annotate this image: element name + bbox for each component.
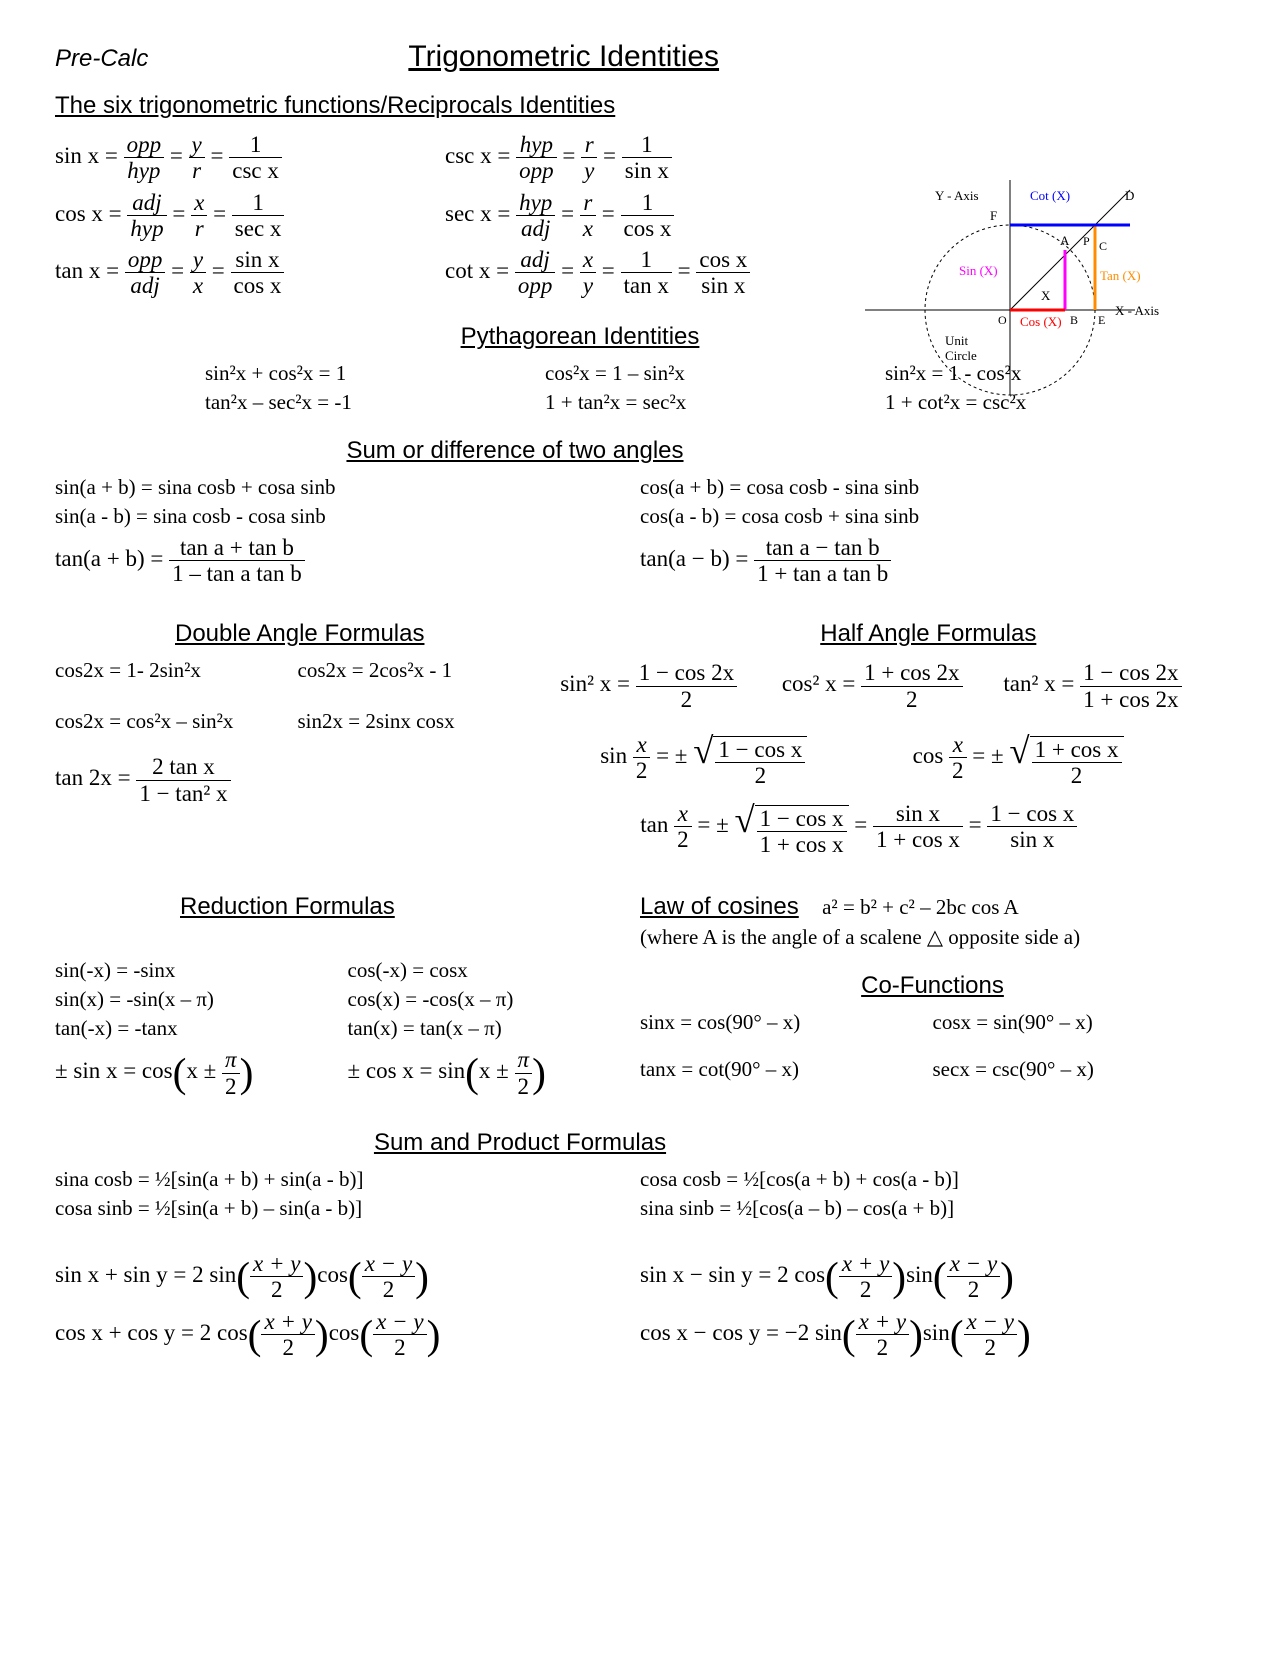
svg-text:E: E <box>1098 313 1105 327</box>
svg-text:O: O <box>998 313 1007 327</box>
svg-text:Tan (X): Tan (X) <box>1100 268 1141 283</box>
page-title: Trigonometric Identities <box>408 40 719 74</box>
svg-text:Unit: Unit <box>945 333 969 348</box>
recip-right: csc x = hypopp = ry = 1sin x sec x = hyp… <box>445 126 835 305</box>
section-half: Half Angle Formulas <box>820 620 1225 648</box>
section-cofn: Co-Functions <box>640 972 1225 1000</box>
svg-text:A: A <box>1060 233 1070 248</box>
unit-circle-diagram: Y - Axis Cot (X) F D A P C Sin (X) Tan (… <box>855 170 1165 400</box>
svg-text:Sin (X): Sin (X) <box>959 263 998 278</box>
section-reduction: Reduction Formulas <box>180 893 640 921</box>
svg-text:Cos (X): Cos (X) <box>1020 314 1062 329</box>
svg-text:X - Axis: X - Axis <box>1115 303 1159 318</box>
pyth-eq: sin²x + cos²x = 1 <box>205 361 545 386</box>
section-double: Double Angle Formulas <box>175 620 560 648</box>
section-sumdiff: Sum or difference of two angles <box>0 437 1225 465</box>
section-reciprocals: The six trigonometric functions/Reciproc… <box>55 92 1225 120</box>
svg-text:Circle: Circle <box>945 348 977 363</box>
svg-text:B: B <box>1070 313 1078 327</box>
svg-text:D: D <box>1125 188 1134 203</box>
svg-text:Cot (X): Cot (X) <box>1030 188 1070 203</box>
svg-text:Y - Axis: Y - Axis <box>935 188 979 203</box>
svg-text:F: F <box>990 208 997 223</box>
course-label: Pre-Calc <box>55 45 148 73</box>
svg-text:C: C <box>1099 239 1107 253</box>
recip-left: sin x = opphyp = yr = 1csc x cos x = adj… <box>55 126 445 305</box>
svg-text:X: X <box>1041 288 1051 303</box>
svg-text:P: P <box>1083 234 1090 248</box>
section-lawcos: Law of cosines <box>640 893 799 920</box>
section-sumprod: Sum and Product Formulas <box>0 1129 1225 1157</box>
